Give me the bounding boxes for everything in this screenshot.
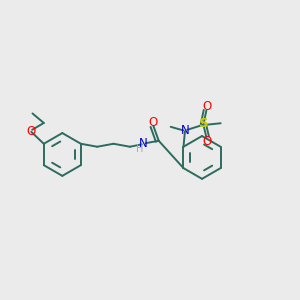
Text: H: H (136, 144, 143, 154)
Text: N: N (139, 137, 148, 150)
Text: O: O (202, 135, 212, 148)
Text: O: O (148, 116, 158, 129)
Text: O: O (26, 125, 36, 138)
Text: N: N (181, 124, 190, 137)
Text: O: O (202, 100, 212, 113)
Text: S: S (200, 117, 209, 130)
